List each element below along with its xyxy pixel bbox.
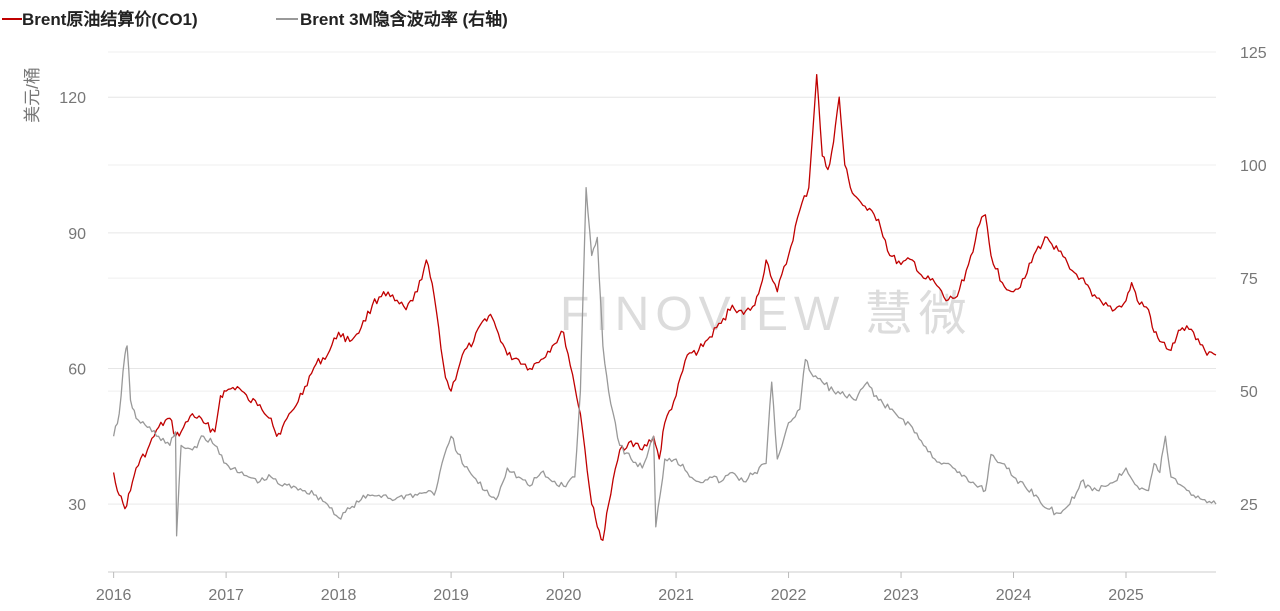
grid-lines (108, 51, 1216, 573)
left-tick-label-3: 120 (59, 90, 86, 107)
x-tick-label-2: 2018 (321, 587, 357, 604)
left-tick-label-1: 60 (68, 362, 86, 379)
left-axis-title: 美元/桶 (23, 67, 42, 123)
legend: Brent原油结算价(CO1) Brent 3M隐含波动率 (右轴) (2, 9, 508, 29)
left-tick-label-2: 90 (68, 226, 86, 243)
series-line-1 (112, 187, 1217, 537)
left-tick-label-0: 30 (68, 497, 86, 514)
legend-label-implied-vol: Brent 3M隐含波动率 (右轴) (300, 9, 508, 29)
right-axis-ticks: 25 50 75 100 125 (1240, 45, 1267, 514)
x-tick-label-8: 2024 (996, 587, 1032, 604)
series-line-0 (112, 73, 1217, 541)
right-tick-label-0: 25 (1240, 497, 1258, 514)
legend-label-brent-price: Brent原油结算价(CO1) (22, 9, 198, 29)
x-tick-label-9: 2025 (1108, 587, 1144, 604)
x-tick-label-6: 2022 (771, 587, 807, 604)
right-tick-label-1: 50 (1240, 384, 1258, 401)
right-tick-label-2: 75 (1240, 271, 1258, 288)
x-tick-label-3: 2019 (433, 587, 469, 604)
x-tick-label-1: 2017 (208, 587, 244, 604)
x-tick-label-7: 2023 (883, 587, 919, 604)
x-tick-label-5: 2021 (658, 587, 694, 604)
left-axis-ticks: 30 60 90 120 (59, 90, 86, 514)
watermark-text: FINOVIEW 慧微 (560, 288, 973, 341)
x-axis-ticks: 2016 2017 2018 2019 2020 2021 2022 2023 2024 2025 (96, 572, 1144, 604)
x-tick-label-0: 2016 (96, 587, 132, 604)
series-lines (112, 73, 1217, 541)
right-tick-label-4: 125 (1240, 45, 1267, 62)
right-tick-label-3: 100 (1240, 158, 1267, 175)
x-tick-label-4: 2020 (546, 587, 582, 604)
